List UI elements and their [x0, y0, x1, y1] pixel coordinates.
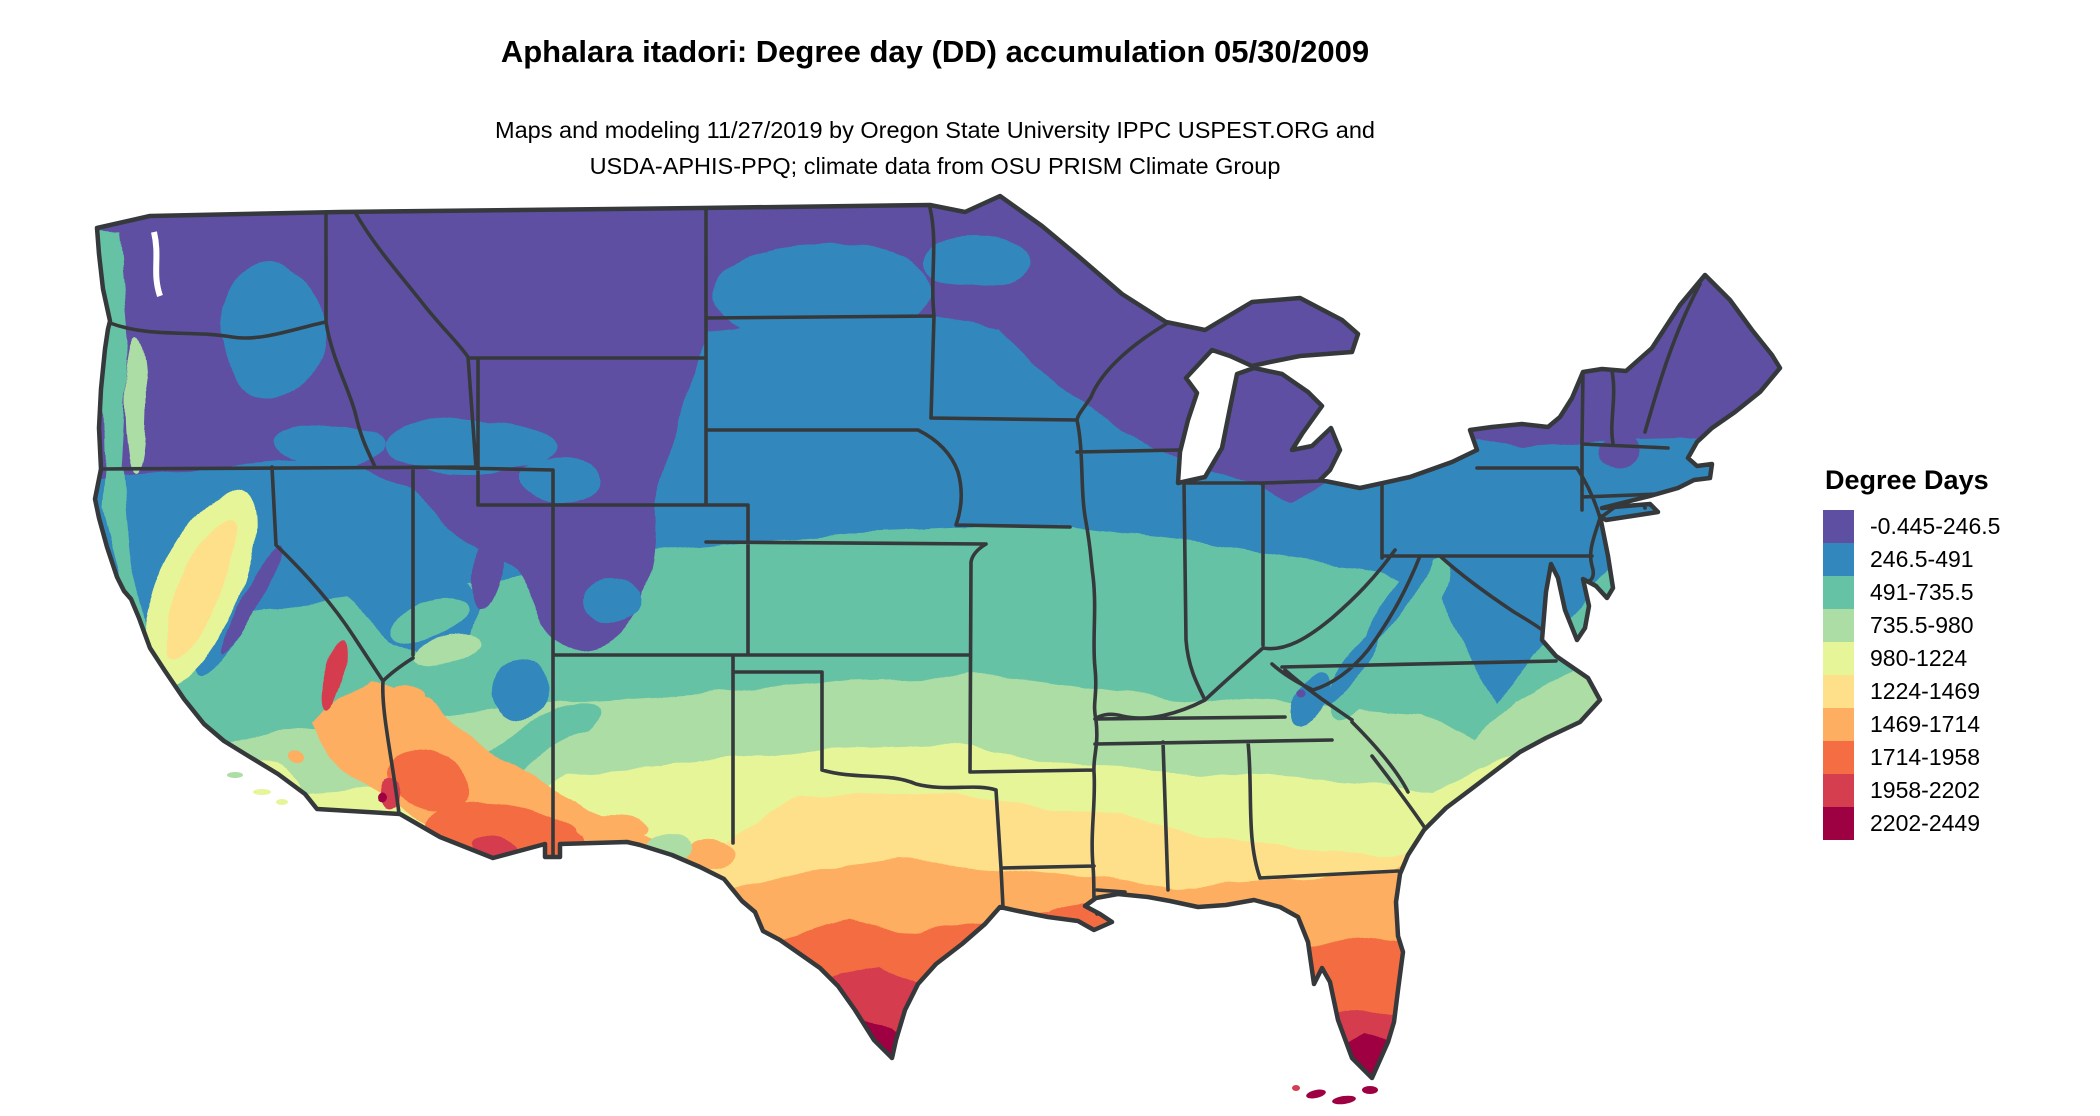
- map-fill-layer: [95, 196, 1780, 1078]
- legend-item-label: 1224-1469: [1870, 678, 1980, 704]
- legend-item-label: -0.445-246.5: [1870, 513, 2001, 539]
- legend-item-label: 980-1224: [1870, 645, 1968, 671]
- legend-row: 735.5-980: [1823, 609, 2000, 642]
- legend-row: 1469-1714: [1823, 708, 2000, 741]
- legend-row: 2202-2449: [1823, 807, 2000, 840]
- legend-item-label: 2202-2449: [1870, 810, 1980, 836]
- legend-item-label: 1958-2202: [1870, 777, 1980, 803]
- puget-sound-inlet: [151, 231, 163, 297]
- legend-item-label: 1469-1714: [1870, 711, 1980, 737]
- legend-row: 980-1224: [1823, 642, 2000, 675]
- legend-row: 246.5-491: [1823, 543, 2000, 576]
- legend-swatch: [1823, 543, 1854, 576]
- legend-swatch: [1823, 708, 1854, 741]
- legend-item-label: 491-735.5: [1870, 579, 1974, 605]
- legend-swatch: [1823, 609, 1854, 642]
- us-outline: [92, 193, 1783, 1081]
- legend-swatch: [1823, 675, 1854, 708]
- page-subtitle: Maps and modeling 11/27/2019 by Oregon S…: [0, 112, 1870, 184]
- legend-row: -0.445-246.5: [1823, 510, 2000, 543]
- legend-row: 1958-2202: [1823, 774, 2000, 807]
- subtitle-line-2: USDA-APHIS-PPQ; climate data from OSU PR…: [589, 153, 1281, 179]
- legend: Degree Days -0.445-246.5 246.5-491 491-735…: [1823, 465, 2000, 840]
- legend-item-label: 735.5-980: [1870, 612, 1974, 638]
- legend-row: 1714-1958: [1823, 741, 2000, 774]
- subtitle-line-1: Maps and modeling 11/27/2019 by Oregon S…: [495, 117, 1375, 143]
- islands: [227, 772, 1378, 1105]
- legend-swatch: [1823, 642, 1854, 675]
- legend-items: -0.445-246.5 246.5-491 491-735.5 735.5-980 9…: [1823, 510, 2000, 840]
- page-title: Aphalara itadori: Degree day (DD) accumu…: [500, 34, 1370, 69]
- legend-item-label: 1714-1958: [1870, 744, 1980, 770]
- degree-day-color-bands: [95, 196, 1780, 1078]
- legend-swatch: [1823, 576, 1854, 609]
- legend-swatch: [1823, 807, 1854, 840]
- legend-swatch: [1823, 774, 1854, 807]
- legend-title: Degree Days: [1825, 465, 1989, 495]
- legend-item-label: 246.5-491: [1870, 546, 1974, 572]
- legend-swatch: [1823, 510, 1854, 543]
- legend-swatch: [1823, 741, 1854, 774]
- legend-row: 491-735.5: [1823, 576, 2000, 609]
- legend-row: 1224-1469: [1823, 675, 2000, 708]
- state-borders: [99, 206, 1702, 916]
